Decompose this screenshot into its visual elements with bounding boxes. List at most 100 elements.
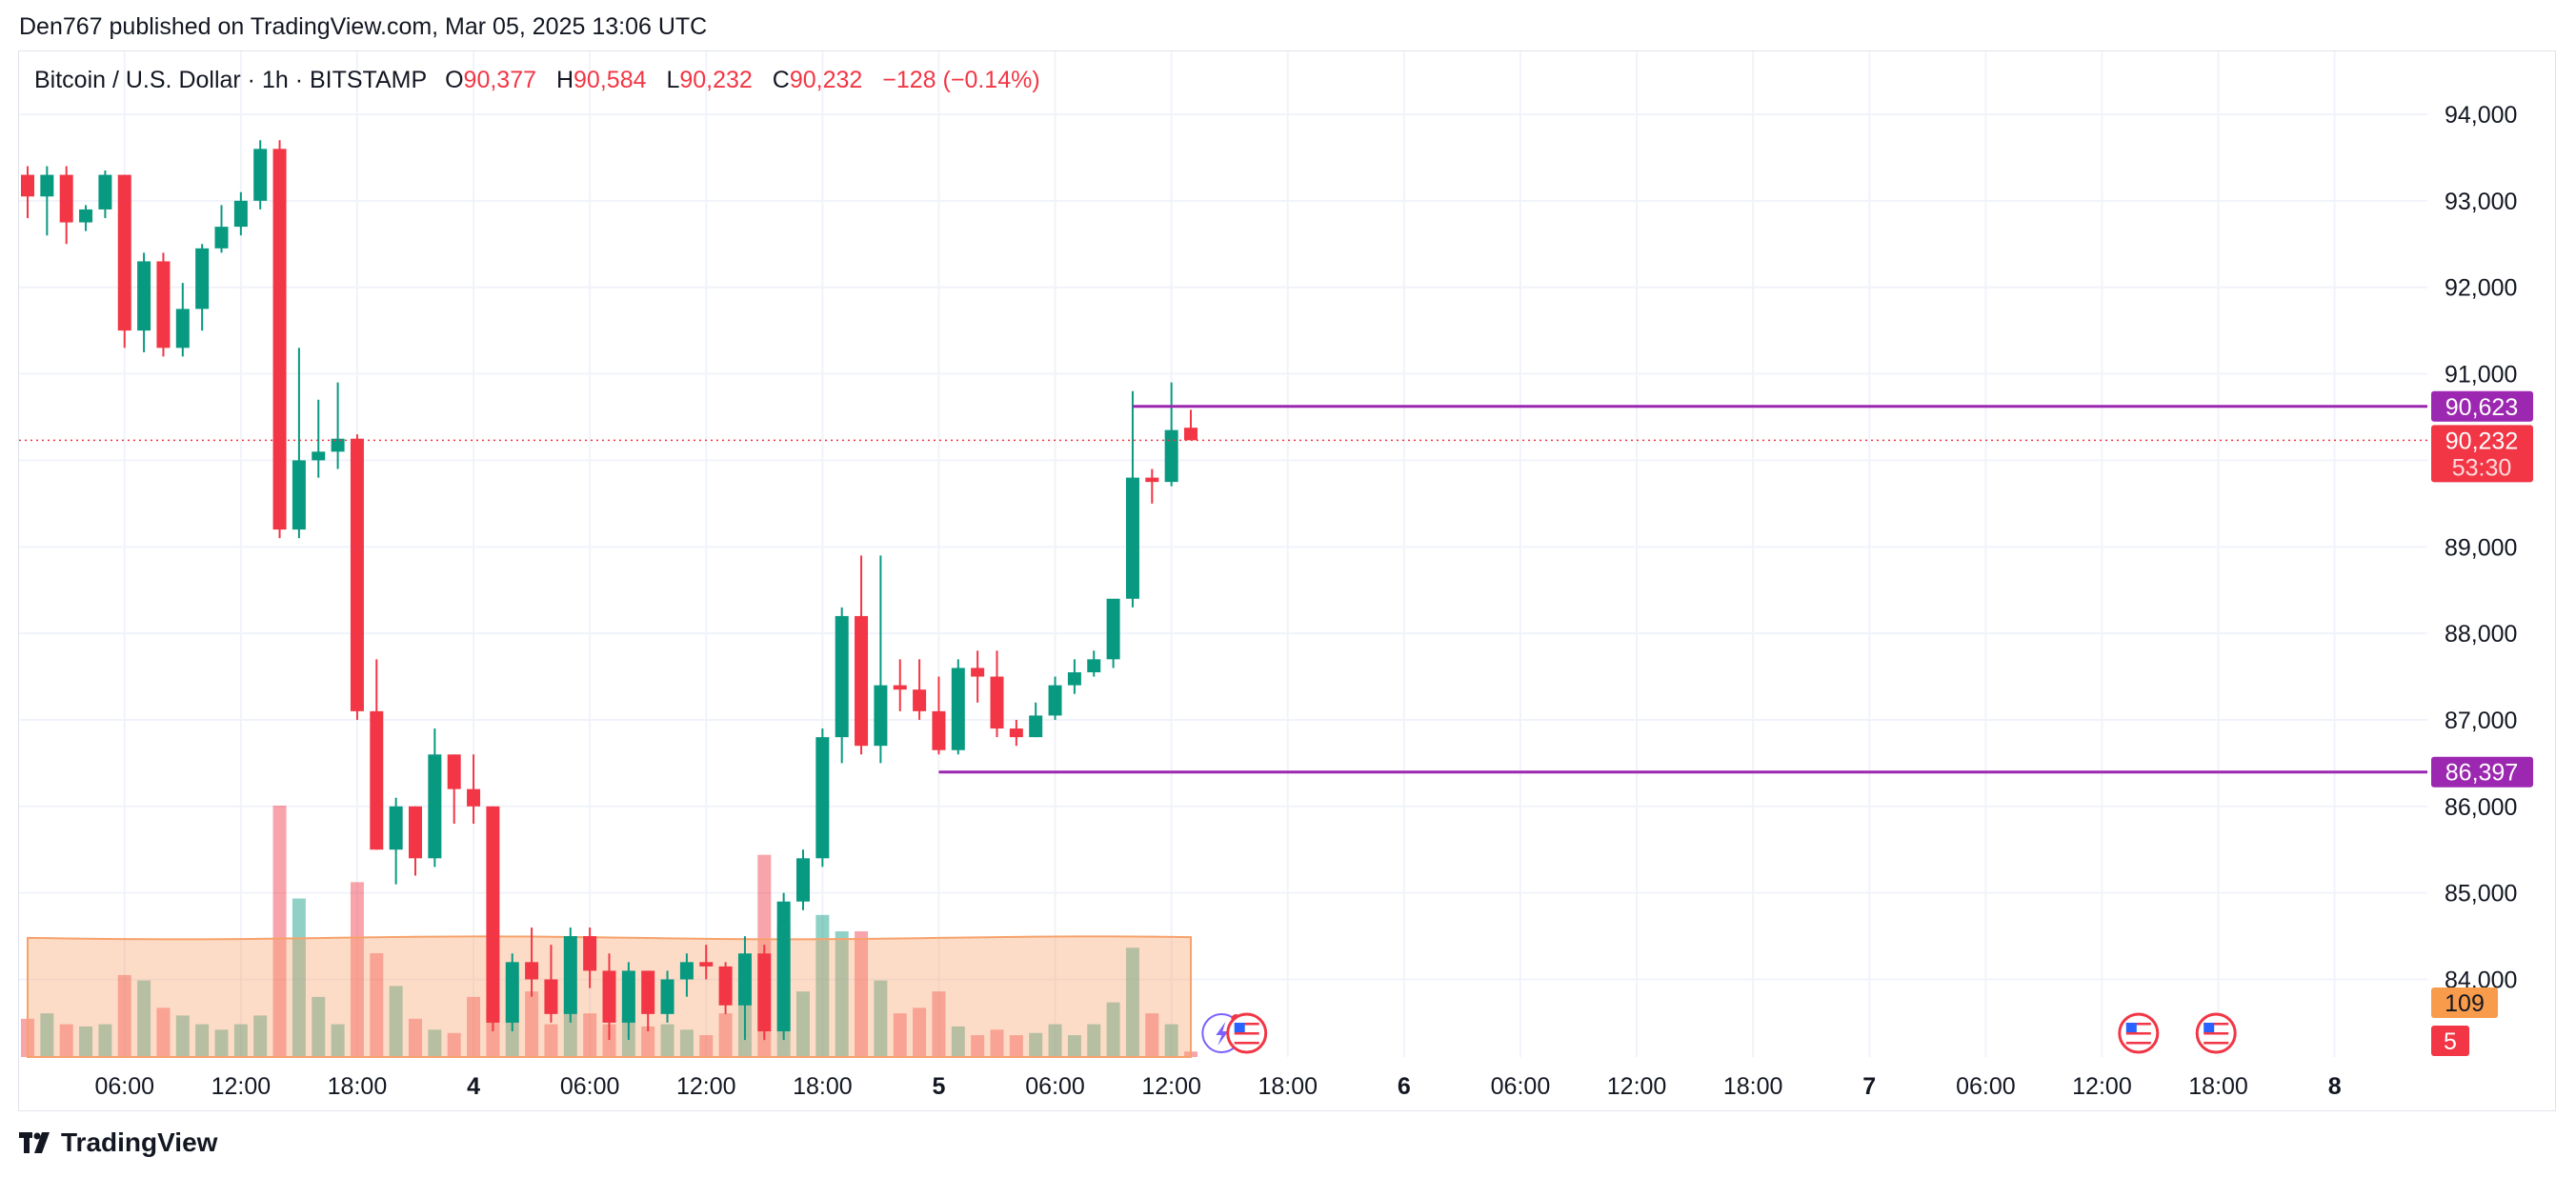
- change-value: −128 (−0.14%): [882, 67, 1040, 93]
- candle-body: [1164, 429, 1178, 483]
- volume-bar: [932, 991, 946, 1057]
- x-tick-label: 18:00: [2188, 1073, 2248, 1100]
- volume-bar: [137, 980, 151, 1057]
- x-tick-label: 18:00: [793, 1073, 853, 1100]
- volume-bar: [370, 952, 384, 1057]
- volume-bar: [835, 931, 849, 1057]
- level-label-box: [2431, 390, 2533, 422]
- candle-body: [292, 460, 306, 530]
- candle: [525, 927, 539, 997]
- volume-ma-badge: [2431, 987, 2498, 1018]
- volume-bar: [233, 1024, 248, 1057]
- volume-bar: [874, 980, 888, 1057]
- candle-body: [699, 962, 714, 967]
- ohlc-legend: Bitcoin / U.S. Dollar · 1h · BITSTAMP O9…: [34, 67, 1054, 94]
- volume-bar: [331, 1024, 345, 1057]
- candle: [447, 754, 461, 824]
- x-tick-label: 18:00: [1258, 1073, 1318, 1100]
- x-tick-label: 12:00: [676, 1073, 736, 1100]
- volume-bar: [990, 1029, 1004, 1057]
- volume-bar: [272, 806, 287, 1057]
- volume-bar: [40, 1013, 54, 1057]
- candle: [660, 970, 674, 1023]
- candle: [563, 927, 577, 1023]
- candle-body: [660, 979, 674, 1014]
- candle-body: [893, 685, 907, 690]
- chart-frame: [18, 50, 2556, 1111]
- candle-body: [467, 788, 481, 807]
- x-tick-label: 18:00: [1723, 1073, 1783, 1100]
- candle-body: [583, 936, 597, 971]
- candle-body: [602, 970, 616, 1023]
- y-tick-label: 89,000: [2445, 534, 2517, 561]
- candle: [486, 806, 500, 1032]
- y-tick-label: 91,000: [2445, 362, 2517, 389]
- candle: [1087, 650, 1101, 677]
- last-price-box: [2431, 425, 2533, 483]
- x-tick-label: 12:00: [211, 1073, 272, 1100]
- candle-body: [544, 979, 558, 1014]
- x-tick-label: 5: [932, 1073, 945, 1100]
- candle: [641, 970, 655, 1032]
- candle-body: [1087, 659, 1101, 672]
- volume-bar: [117, 974, 131, 1057]
- volume-bar: [563, 1007, 577, 1057]
- volume-bar: [1009, 1035, 1023, 1057]
- level-label: 90,623: [2445, 394, 2518, 421]
- candle-body: [389, 806, 403, 850]
- candle-body: [233, 200, 248, 228]
- candle: [21, 166, 34, 219]
- volume-ma-value: 109: [2445, 990, 2485, 1017]
- candle: [137, 252, 151, 352]
- candle: [1106, 598, 1120, 668]
- volume-bar: [855, 931, 869, 1057]
- candle-body: [621, 970, 635, 1023]
- open-label: O: [445, 67, 464, 93]
- candle-body: [913, 689, 927, 711]
- candle-body: [409, 806, 422, 859]
- volume-bar: [409, 1018, 422, 1057]
- symbol-title[interactable]: Bitcoin / U.S. Dollar · 1h · BITSTAMP: [34, 67, 428, 93]
- volume-bar: [59, 1024, 73, 1057]
- candle: [1048, 676, 1062, 720]
- candle: [621, 962, 635, 1041]
- candle-body: [40, 174, 54, 197]
- open-value: 90,377: [463, 67, 537, 93]
- candle: [195, 244, 210, 331]
- y-tick-label: 94,000: [2445, 102, 2517, 129]
- candle-body: [990, 676, 1004, 729]
- y-tick-label: 85,000: [2445, 881, 2517, 908]
- candle: [951, 659, 965, 755]
- x-tick-label: 12:00: [2072, 1073, 2132, 1100]
- candle: [156, 252, 171, 357]
- candle-body: [971, 668, 985, 677]
- candle-body: [350, 438, 364, 711]
- candle: [971, 650, 985, 703]
- volume-bar: [913, 1007, 927, 1057]
- us-flag-icon: [2195, 1012, 2237, 1054]
- candle-body: [253, 149, 268, 201]
- close-value: 90,232: [789, 67, 863, 93]
- candle-body: [1125, 477, 1139, 599]
- candle-body: [175, 309, 190, 349]
- candle-body: [117, 174, 131, 331]
- candle-body: [776, 901, 791, 1032]
- candle: [233, 191, 248, 236]
- candle-body: [932, 710, 946, 750]
- y-tick-label: 93,000: [2445, 189, 2517, 215]
- volume-bar: [1106, 1002, 1120, 1057]
- tradingview-brand[interactable]: TradingView: [19, 1127, 217, 1158]
- candle: [1029, 702, 1043, 738]
- volume-bar: [389, 986, 403, 1057]
- us-flag-icon: [1226, 1012, 1268, 1054]
- low-value: 90,232: [679, 67, 753, 93]
- candle-body: [1184, 428, 1197, 441]
- brand-name: TradingView: [61, 1127, 218, 1157]
- candle: [990, 650, 1004, 738]
- volume-bar: [1067, 1035, 1081, 1057]
- candle-body: [137, 261, 151, 331]
- candle: [214, 205, 229, 253]
- candle: [815, 728, 830, 868]
- volume-bar: [796, 991, 810, 1057]
